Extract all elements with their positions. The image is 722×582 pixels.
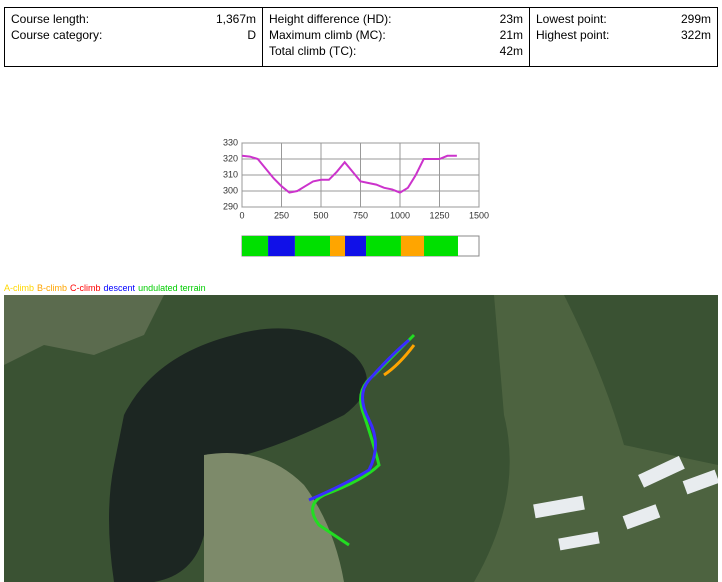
- stat-label: Course length:: [11, 12, 90, 26]
- x-tick-label: 1250: [429, 210, 449, 220]
- stat-label: Total climb (TC):: [269, 44, 357, 58]
- map: [4, 295, 718, 582]
- stat-row: Maximum climb (MC): 21m: [269, 27, 523, 43]
- x-tick-label: 750: [353, 210, 368, 220]
- x-tick-label: 250: [274, 210, 289, 220]
- route: [308, 338, 410, 502]
- terrain-segment: [294, 236, 331, 256]
- stat-row: Course category: D: [11, 27, 256, 43]
- y-tick-label: 310: [223, 169, 238, 179]
- stat-row: Course length: 1,367m: [11, 11, 256, 27]
- y-tick-label: 320: [223, 153, 238, 163]
- stat-label: Height difference (HD):: [269, 12, 392, 26]
- stat-value: 23m: [499, 12, 523, 26]
- stat-value: 299m: [680, 12, 711, 26]
- stat-row: Height difference (HD): 23m: [269, 11, 523, 27]
- legend-entry: undulated terrain: [138, 283, 206, 293]
- stat-value: 322m: [680, 28, 711, 42]
- terrain-segment: [400, 236, 425, 256]
- stat-value: 21m: [499, 28, 523, 42]
- legend-entry: descent: [103, 283, 136, 293]
- stat-label: Highest point:: [536, 28, 610, 42]
- profile-line: [241, 154, 457, 194]
- stat-value: 1,367m: [215, 12, 256, 26]
- x-tick-label: 500: [313, 210, 328, 220]
- stat-label: Course category:: [11, 28, 103, 42]
- stats-cell: Lowest point: 299m Highest point: 322m: [529, 7, 718, 67]
- stats-table: Course length: 1,367m Course category: D He…: [4, 7, 718, 67]
- terrain-segment: [345, 236, 367, 256]
- x-tick-label: 1500: [469, 210, 489, 220]
- profile-chart: 290 300 310 320 330 0 250 500 750 1000 1250 1500: [223, 137, 489, 257]
- terrain-segment: [366, 236, 401, 256]
- stat-row: Lowest point: 299m: [536, 11, 711, 27]
- terrain-segment: [424, 236, 458, 256]
- stat-value: 42m: [499, 44, 523, 58]
- terrain-segment: [268, 236, 295, 256]
- y-tick-label: 290: [223, 201, 238, 211]
- terrain-segment: [330, 236, 346, 256]
- legend: A-climb B-climb C-climb descent undulated te…: [4, 283, 209, 293]
- legend-entry: A-climb: [4, 283, 35, 293]
- stat-row: Highest point: 322m: [536, 27, 711, 43]
- stat-label: Lowest point:: [536, 12, 607, 26]
- stat-label: Maximum climb (MC):: [269, 28, 386, 42]
- stat-value: D: [247, 28, 256, 42]
- stats-cell: Height difference (HD): 23m Maximum climb …: [262, 7, 530, 67]
- terrain-segment: [242, 236, 269, 256]
- x-tick-label: 0: [239, 210, 244, 220]
- map-area: [204, 453, 344, 582]
- x-tick-label: 1000: [390, 210, 410, 220]
- map-area: [4, 295, 164, 365]
- legend-entry: B-climb: [37, 283, 68, 293]
- y-tick-label: 330: [223, 137, 238, 147]
- route: [383, 344, 416, 377]
- stat-row: Total climb (TC): 42m: [269, 43, 523, 59]
- buildings: [533, 455, 718, 551]
- legend-entry: C-climb: [70, 283, 101, 293]
- y-tick-label: 300: [223, 185, 238, 195]
- stats-cell: Course length: 1,367m Course category: D: [4, 7, 263, 67]
